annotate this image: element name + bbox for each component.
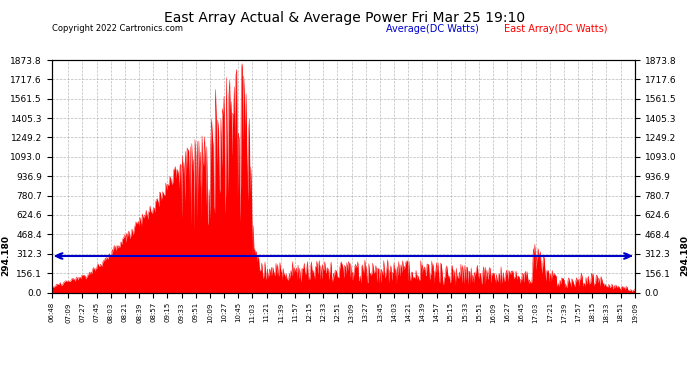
Text: Copyright 2022 Cartronics.com: Copyright 2022 Cartronics.com — [52, 24, 183, 33]
Text: East Array(DC Watts): East Array(DC Watts) — [504, 24, 607, 34]
Text: East Array Actual & Average Power Fri Mar 25 19:10: East Array Actual & Average Power Fri Ma… — [164, 11, 526, 25]
Text: Average(DC Watts): Average(DC Watts) — [386, 24, 480, 34]
Text: 294.180: 294.180 — [1, 236, 10, 276]
Text: 294.180: 294.180 — [680, 236, 689, 276]
